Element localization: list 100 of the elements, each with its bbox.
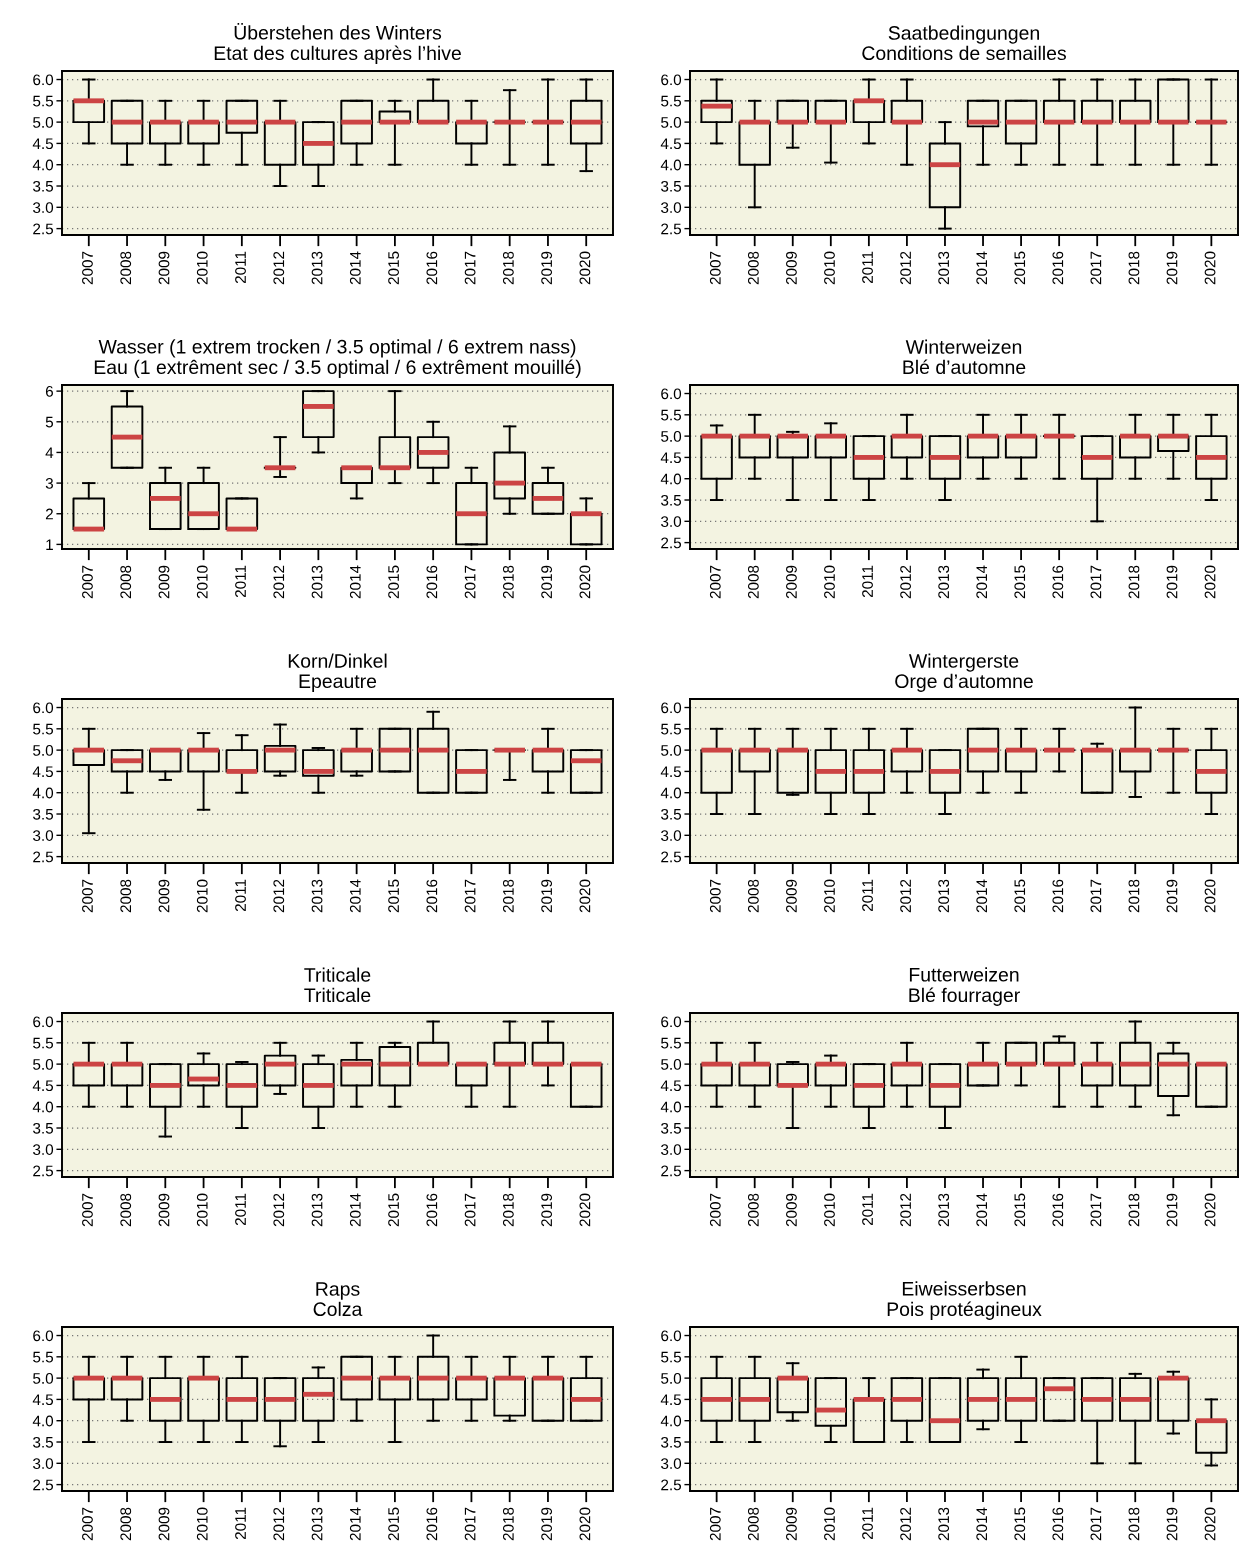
x-tick-label: 2008 — [120, 565, 132, 599]
y-tick-label: 3.5 — [661, 1122, 682, 1134]
x-tick-label: 2017 — [464, 879, 476, 913]
x-tick-label: 2010 — [824, 565, 835, 599]
y-tick-label: 3.0 — [661, 1458, 682, 1469]
chart-title: Korn/Dinkel Epeautre — [288, 653, 387, 692]
y-tick-label: 3.0 — [33, 1458, 54, 1469]
y-tick-label: 5.5 — [33, 723, 54, 735]
chart-title: Winterweizen Blé d’automne — [903, 339, 1026, 375]
x-tick-label: 2010 — [824, 251, 835, 285]
x-tick-label: 2008 — [747, 1193, 759, 1227]
y-tick-label: 2 — [45, 508, 53, 520]
x-tick-label: 2013 — [311, 1507, 323, 1541]
x-tick-label: 2010 — [824, 879, 835, 913]
x-tick-label: 2016 — [426, 1507, 438, 1541]
y-tick-label: 4.0 — [32, 1415, 54, 1427]
x-tick-label: 2014 — [349, 1193, 361, 1227]
y-tick-label: 5.0 — [661, 1058, 682, 1070]
y-tick-label: 6.0 — [661, 1330, 682, 1342]
x-tick-label: 2009 — [786, 1193, 797, 1227]
x-tick-label: 2012 — [273, 251, 285, 285]
y-tick-label: 5.5 — [661, 409, 682, 421]
y-tick-label: 2.5 — [661, 223, 682, 235]
y-tick-label: 3.0 — [33, 202, 54, 213]
y-tick-label: 6.0 — [661, 1016, 682, 1028]
y-tick-label: 3.5 — [33, 1436, 54, 1448]
x-tick-label: 2017 — [464, 251, 476, 285]
y-tick-label: 3.5 — [661, 494, 682, 506]
x-tick-label: 2020 — [579, 565, 591, 599]
x-tick-label: 2012 — [900, 1507, 912, 1541]
x-tick-label: 2008 — [120, 251, 132, 285]
x-tick-label: 2015 — [388, 251, 399, 285]
x-tick-label: 2018 — [502, 1507, 514, 1541]
x-tick-label: 2013 — [938, 251, 950, 285]
x-tick-label: 2009 — [158, 1193, 170, 1227]
y-tick-label: 4.0 — [660, 1415, 682, 1427]
x-tick-label: 2018 — [502, 565, 514, 599]
y-tick-label: 5.5 — [661, 1351, 682, 1363]
y-tick-label: 4.5 — [32, 766, 54, 778]
x-tick-label: 2010 — [824, 1193, 835, 1227]
x-tick-label: 2010 — [196, 879, 208, 913]
y-tick-label: 6.0 — [661, 74, 682, 86]
x-tick-label: 2019 — [541, 565, 553, 599]
y-tick-label: 6 — [45, 386, 53, 397]
x-tick-label: 2010 — [824, 1507, 835, 1541]
x-tick-label: 2019 — [541, 1507, 553, 1541]
y-tick-label: 5 — [45, 416, 54, 428]
x-tick-label: 2019 — [1166, 565, 1178, 599]
x-tick-label: 2008 — [120, 879, 132, 913]
x-tick-label: 2013 — [938, 1507, 950, 1541]
x-tick-label: 2013 — [311, 251, 323, 285]
x-tick-label: 2018 — [502, 1193, 514, 1227]
x-tick-label: 2012 — [273, 1193, 285, 1227]
chart-title: Raps Colza — [313, 1282, 363, 1317]
x-tick-label: 2017 — [1090, 251, 1102, 285]
y-tick-label: 4.5 — [32, 138, 54, 150]
y-tick-label: 4.5 — [32, 1394, 54, 1406]
x-tick-label: 2018 — [502, 879, 514, 913]
x-tick-label: 2015 — [1014, 1507, 1026, 1541]
x-tick-label: 2019 — [1166, 879, 1178, 913]
y-tick-label: 2.5 — [33, 223, 54, 235]
x-tick-label: 2007 — [82, 879, 93, 913]
x-tick-label: 2010 — [196, 1193, 208, 1227]
x-tick-label: 2009 — [786, 1507, 797, 1541]
chart-title: Triticale Triticale — [304, 967, 371, 1003]
x-tick-label: 2008 — [747, 879, 759, 913]
y-tick-label: 6.0 — [661, 388, 682, 400]
x-tick-label: 2011 — [862, 565, 873, 598]
x-tick-label: 2020 — [579, 879, 591, 913]
x-tick-label: 2020 — [1204, 1507, 1216, 1541]
x-tick-label: 2012 — [900, 1193, 912, 1227]
y-tick-label: 4.5 — [660, 766, 682, 778]
x-tick-label: 2016 — [1052, 565, 1064, 599]
x-tick-label: 2019 — [541, 251, 553, 285]
y-tick-label: 4.0 — [32, 787, 54, 799]
y-tick-label: 5.5 — [33, 1351, 54, 1363]
x-tick-label: 2020 — [1204, 1193, 1216, 1227]
x-tick-label: 2016 — [426, 565, 438, 599]
x-tick-label: 2012 — [273, 565, 285, 599]
x-tick-label: 2010 — [196, 1507, 208, 1541]
x-tick-label: 2016 — [426, 879, 438, 913]
x-tick-label: 2011 — [862, 879, 873, 912]
y-tick-label: 5.0 — [661, 430, 682, 442]
x-tick-label: 2012 — [273, 1507, 285, 1541]
y-tick-label: 2.5 — [661, 1479, 682, 1491]
x-tick-label: 2015 — [388, 879, 399, 913]
y-tick-label: 3.5 — [33, 1122, 54, 1134]
y-tick-label: 4.5 — [660, 452, 682, 464]
y-tick-label: 3.0 — [661, 202, 682, 213]
x-tick-label: 2007 — [709, 1507, 721, 1541]
x-tick-label: 2015 — [388, 565, 399, 599]
x-tick-label: 2013 — [938, 565, 950, 599]
chart-title: Wintergerste Orge d’automne — [895, 653, 1033, 692]
y-tick-label: 1 — [46, 539, 53, 550]
x-tick-label: 2009 — [786, 565, 797, 599]
x-tick-label: 2016 — [1052, 1193, 1064, 1227]
x-tick-label: 2016 — [426, 251, 438, 285]
y-tick-label: 4.5 — [660, 1394, 682, 1406]
y-tick-label: 2.5 — [33, 851, 54, 863]
y-tick-label: 4.0 — [660, 1101, 682, 1113]
